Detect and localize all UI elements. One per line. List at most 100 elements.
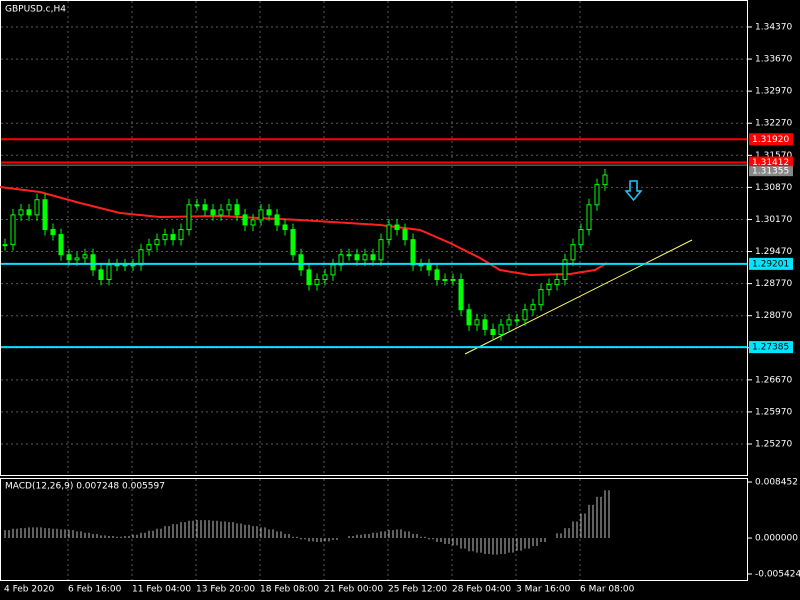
candle xyxy=(122,264,128,267)
candle xyxy=(138,249,144,266)
level-tag xyxy=(749,156,793,169)
candle xyxy=(362,254,368,261)
level-tag xyxy=(749,341,793,354)
candle xyxy=(442,278,448,281)
candle xyxy=(538,289,544,306)
candle xyxy=(218,209,224,216)
macd-label: -0.005424 xyxy=(755,570,800,580)
candle xyxy=(226,204,232,211)
candle xyxy=(290,229,296,256)
candle xyxy=(146,244,152,251)
macd-label: 0.000000 xyxy=(755,534,798,544)
candle xyxy=(82,254,88,259)
bid-label: 1.31355 xyxy=(752,167,789,177)
macd-title: MACD(12,26,9) 0.007248 0.005597 xyxy=(5,482,165,492)
candle xyxy=(578,229,584,246)
level-label: 1.31920 xyxy=(752,135,789,145)
candle xyxy=(434,269,440,280)
macd-label: 0.008452 xyxy=(755,478,798,488)
candle xyxy=(426,264,432,271)
candle xyxy=(266,209,272,216)
time-label: 6 Mar 08:00 xyxy=(580,585,635,595)
time-label: 11 Feb 04:00 xyxy=(132,585,191,595)
price-label: 1.29470 xyxy=(755,247,792,257)
symbol-label: GBPUSD.c,H4 xyxy=(5,5,66,15)
candle xyxy=(570,244,576,261)
candle xyxy=(66,254,72,261)
candle xyxy=(474,319,480,326)
candle xyxy=(26,209,32,216)
price-label: 1.25270 xyxy=(755,440,792,450)
candle xyxy=(58,234,64,256)
candle xyxy=(162,234,168,241)
candle xyxy=(522,309,528,321)
candle xyxy=(562,259,568,280)
time-label: 28 Feb 04:00 xyxy=(452,585,511,595)
time-label: 3 Mar 16:00 xyxy=(516,585,571,595)
candle xyxy=(178,229,184,241)
candle xyxy=(186,204,192,231)
candle xyxy=(130,264,136,267)
time-label: 13 Feb 20:00 xyxy=(196,585,255,595)
time-label: 4 Feb 2020 xyxy=(4,585,55,595)
candle xyxy=(378,239,384,261)
price-label: 1.28770 xyxy=(755,279,792,289)
candle xyxy=(586,204,592,231)
price-label: 1.32970 xyxy=(755,87,792,97)
level-label: 1.27385 xyxy=(752,343,789,353)
candle xyxy=(402,229,408,241)
candle xyxy=(458,278,464,311)
candle xyxy=(234,204,240,216)
candle xyxy=(386,224,392,241)
price-label: 1.33670 xyxy=(755,55,792,65)
candle xyxy=(34,199,40,216)
candle xyxy=(466,309,472,326)
candle xyxy=(498,324,504,335)
candle xyxy=(2,244,8,247)
candle xyxy=(258,209,264,221)
candle xyxy=(530,304,536,311)
candle xyxy=(282,224,288,231)
candle xyxy=(450,278,456,281)
level-label: 1.29201 xyxy=(752,259,789,269)
candle xyxy=(490,328,496,335)
candle xyxy=(506,319,512,326)
candle xyxy=(274,214,280,226)
bid-tag xyxy=(749,166,793,177)
candle xyxy=(170,234,176,241)
candle xyxy=(98,269,104,280)
candle xyxy=(354,254,360,261)
time-label: 18 Feb 08:00 xyxy=(260,585,319,595)
candle xyxy=(194,204,200,207)
candle xyxy=(410,239,416,266)
candle xyxy=(306,269,312,286)
candle xyxy=(242,214,248,226)
price-label: 1.28070 xyxy=(755,311,792,321)
candle xyxy=(42,199,48,231)
price-label: 1.25970 xyxy=(755,407,792,417)
moving-average xyxy=(0,186,608,277)
candle xyxy=(90,254,96,271)
candle xyxy=(298,254,304,271)
price-label: 1.32270 xyxy=(755,119,792,129)
price-label: 1.31570 xyxy=(755,151,792,161)
candle xyxy=(370,254,376,261)
candle xyxy=(154,239,160,246)
level-label: 1.31412 xyxy=(752,158,789,168)
candle xyxy=(482,319,488,330)
price-label: 1.30170 xyxy=(755,215,792,225)
candle xyxy=(330,264,336,276)
level-tag xyxy=(749,257,793,270)
candle xyxy=(50,229,56,236)
time-label: 25 Feb 12:00 xyxy=(388,585,447,595)
candle xyxy=(114,264,120,267)
price-label: 1.30870 xyxy=(755,183,792,193)
candle xyxy=(202,204,208,211)
macd-pane xyxy=(0,478,748,581)
trend-line xyxy=(464,239,693,355)
candle xyxy=(602,174,608,186)
level-tag xyxy=(749,133,793,146)
candle xyxy=(546,284,552,291)
candle xyxy=(210,209,216,216)
